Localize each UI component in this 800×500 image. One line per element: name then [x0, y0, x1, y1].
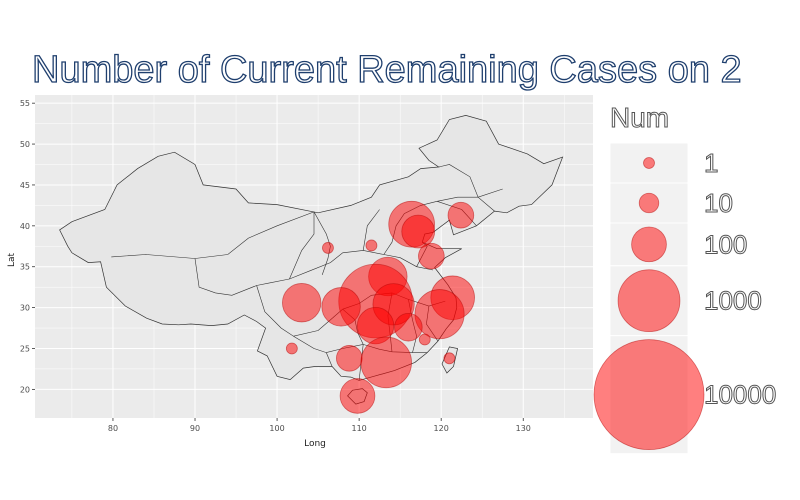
x-tick-label: 100	[269, 424, 284, 433]
data-point	[336, 345, 363, 372]
legend-label: 100	[704, 229, 747, 259]
data-point	[339, 378, 376, 414]
data-point	[447, 201, 475, 229]
x-tick-label: 110	[351, 424, 366, 433]
province-border	[438, 164, 495, 212]
x-tick-label: 90	[190, 424, 200, 433]
legend-symbol	[617, 269, 681, 333]
y-tick-label: 50	[20, 140, 30, 149]
data-point	[282, 283, 322, 323]
x-axis-label: Long	[304, 439, 326, 449]
province-border	[362, 209, 380, 251]
data-point	[418, 333, 431, 346]
y-tick-label: 30	[20, 304, 30, 313]
province-border	[289, 211, 315, 280]
data-point	[321, 287, 361, 327]
data-point	[365, 239, 378, 252]
legend: Num 1 10 100 1000 10000	[593, 102, 777, 455]
legend-label: 1000	[704, 286, 762, 316]
y-tick-label: 25	[20, 344, 30, 353]
x-tick-label: 80	[108, 424, 118, 433]
data-point	[285, 342, 298, 355]
data-point	[418, 242, 445, 270]
data-point	[414, 289, 465, 340]
data-point	[360, 336, 412, 389]
x-tick-label: 120	[434, 424, 449, 433]
data-point	[322, 242, 334, 254]
data-point	[401, 214, 436, 249]
y-tick-label: 45	[20, 181, 30, 190]
province-border	[194, 250, 434, 296]
legend-title: Num	[610, 102, 669, 133]
data-point	[394, 313, 423, 342]
x-tick-label: 130	[516, 424, 531, 433]
data-point	[443, 352, 456, 365]
y-tick-label: 40	[20, 222, 30, 231]
legend-key	[609, 182, 689, 224]
legend-symbol	[631, 226, 667, 263]
legend-label: 10	[704, 188, 733, 218]
province-border	[111, 211, 315, 259]
y-tick-label: 55	[20, 99, 30, 108]
legend-symbol	[593, 339, 705, 451]
data-points	[282, 200, 475, 414]
y-axis-label: Lat	[7, 253, 17, 268]
legend-symbol	[638, 192, 660, 214]
legend-label: 10000	[704, 380, 776, 410]
province-border	[326, 352, 333, 367]
y-tick-label: 35	[20, 263, 30, 272]
legend-symbol	[643, 157, 655, 169]
chart-title: Number of Current Remaining Cases on 2	[32, 49, 742, 91]
axes: 80 90 100 110 120 130 20 25 30 35 40 45 50 55	[20, 99, 531, 433]
y-tick-label: 20	[20, 385, 30, 394]
legend-label: 1	[704, 148, 718, 178]
